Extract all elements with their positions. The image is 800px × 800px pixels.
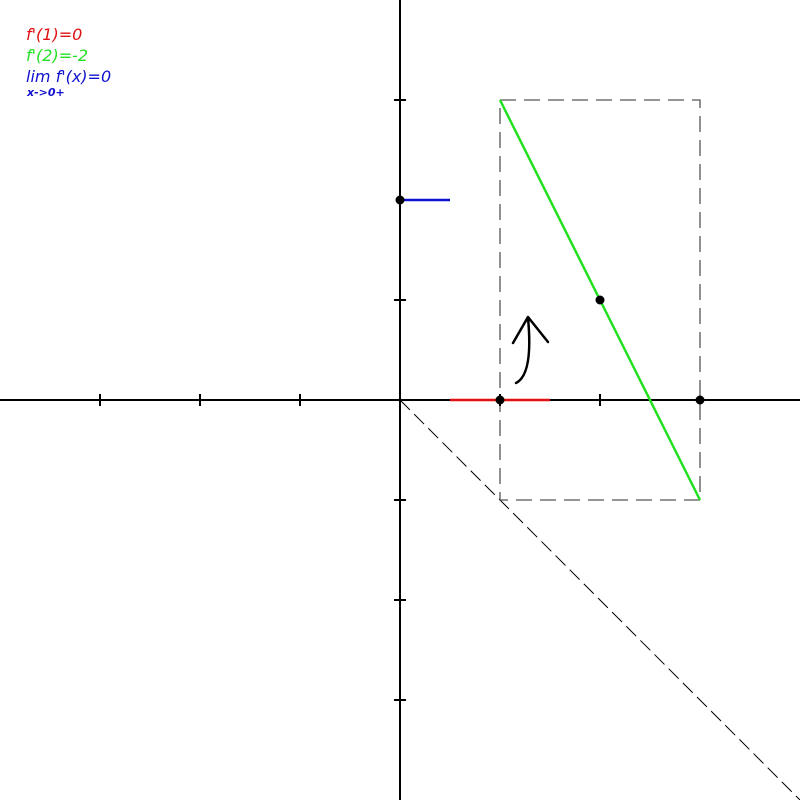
data-point [695,395,705,405]
dashed-diagonal-line [399,399,800,800]
legend-green: f'(2)=-2 [26,46,89,65]
legend: f'(1)=0 f'(2)=-2 lim f'(x)=0 x->0+ [26,24,111,99]
data-point [495,395,505,405]
dashed-rectangle [499,99,701,501]
data-point [595,295,605,305]
legend-blue-subscript: x->0+ [27,86,65,99]
legend-red: f'(1)=0 [26,25,83,44]
curved-arrow-icon [514,316,531,385]
legend-blue: lim f'(x)=0 [26,67,112,86]
arrow-head-icon [511,315,550,345]
data-point [395,195,405,205]
